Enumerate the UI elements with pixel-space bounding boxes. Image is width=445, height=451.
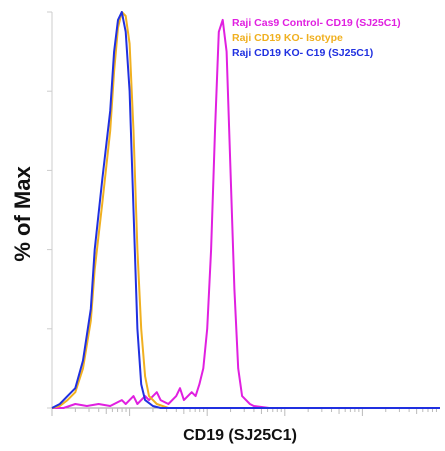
- axes: [47, 11, 440, 416]
- series-line-2: [51, 11, 440, 409]
- legend-entry-1: Raji Cas9 Control- CD19 (SJ25C1): [232, 17, 401, 29]
- series-line-1: [52, 18, 440, 409]
- legend: Raji Cas9 Control- CD19 (SJ25C1) Raji CD1…: [232, 17, 401, 59]
- y-ticks: [47, 11, 52, 409]
- x-ticks: [51, 408, 437, 416]
- x-axis-label: CD19 (SJ25C1): [183, 427, 297, 444]
- y-axis-label: % of Max: [10, 166, 35, 262]
- series-line-3: [51, 11, 440, 409]
- series-layer: [51, 11, 440, 409]
- legend-entry-2: Raji CD19 KO- Isotype: [232, 32, 343, 44]
- legend-entry-3: Raji CD19 KO- C19 (SJ25C1): [232, 47, 373, 59]
